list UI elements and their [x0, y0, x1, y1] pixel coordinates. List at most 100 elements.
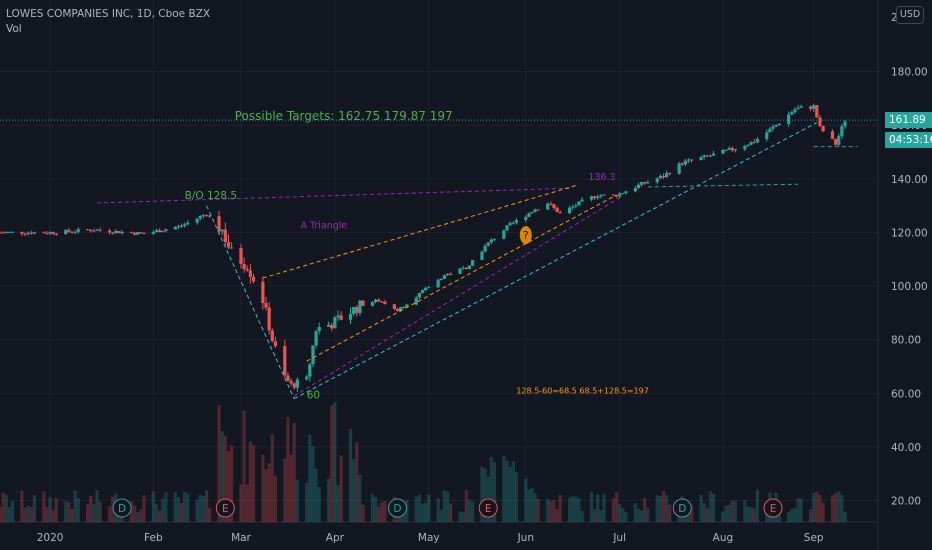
volume-bar [530, 488, 534, 522]
volume-bar [48, 497, 52, 522]
candle-body [755, 139, 759, 143]
currency-button[interactable]: USD [896, 6, 924, 24]
candle-body [661, 175, 666, 178]
volume-bar [574, 496, 578, 522]
candle-body [821, 126, 825, 132]
candle-body [445, 273, 450, 276]
volume-bar [834, 492, 838, 522]
volume-bar [508, 466, 512, 522]
volume-bar [483, 468, 487, 522]
volume-bar [339, 455, 343, 522]
volume-bar [533, 493, 537, 522]
candle-body [158, 230, 162, 233]
volume-bar [195, 499, 199, 522]
candle-body [470, 260, 475, 266]
volume-bar [292, 422, 296, 522]
chart-annotation: A Triangle [300, 220, 347, 231]
x-tick-label: May [418, 532, 440, 544]
candle-body [308, 364, 312, 377]
volume-bar [799, 498, 803, 522]
volume-bar [558, 494, 562, 522]
candle-body [536, 209, 540, 211]
volume-bar [414, 496, 418, 522]
candle-body [593, 196, 597, 199]
volume-bar [64, 501, 68, 522]
volume-bar [458, 511, 462, 522]
volume-bar [749, 507, 753, 522]
x-tick-label: Jul [612, 532, 626, 544]
candle-body [815, 105, 819, 118]
candle-body [574, 205, 578, 207]
candle-body [743, 146, 747, 150]
candle-body [724, 149, 728, 151]
candle-body [705, 155, 709, 157]
volume-bar [514, 472, 518, 522]
candle-body [398, 307, 403, 312]
volume-bar [464, 490, 468, 522]
volume-bar [29, 506, 33, 522]
candle-body [4, 232, 8, 234]
volume-bar [217, 405, 221, 522]
candle-body [26, 232, 30, 234]
candle-body [267, 307, 271, 331]
y-tick-label: 20.00 [891, 496, 921, 508]
volume-bar [755, 490, 759, 522]
volume-bar [352, 459, 356, 522]
candle-body [771, 126, 775, 129]
candle-body [633, 188, 637, 192]
candle-body [98, 229, 102, 231]
candle-body [223, 229, 227, 243]
volume-bar [370, 494, 375, 522]
last-price-label: 161.89 [885, 112, 932, 128]
volume-bar [658, 495, 662, 522]
candle-body [511, 222, 515, 224]
candle-body [461, 267, 465, 269]
candle-body [483, 245, 487, 252]
volume-bar [589, 491, 594, 522]
volume-bar [201, 496, 206, 522]
candle-body [380, 301, 384, 303]
y-tick-label: 40.00 [891, 442, 921, 454]
volume-bar [380, 502, 384, 522]
candle-body [618, 193, 622, 197]
volume-bar [289, 454, 293, 522]
volume-bar [733, 501, 738, 522]
volume-bar [355, 442, 359, 522]
volume-bar [251, 445, 256, 522]
x-tick-label: Jun [517, 532, 534, 544]
candle-body [489, 239, 493, 243]
volume-bar [7, 506, 11, 522]
volume-bar [621, 508, 625, 522]
candle-body [154, 230, 159, 232]
chart-annotation: Possible Targets: 162.75 179.87 197 [235, 109, 453, 123]
volume-bar [815, 491, 819, 522]
candle-body [86, 229, 90, 231]
volume-bar [245, 484, 249, 522]
event-marker [672, 498, 692, 518]
volume-bar [699, 494, 703, 522]
candle-body [76, 229, 80, 232]
volume-bar [492, 462, 497, 522]
volume-bar [618, 504, 622, 522]
volume-bar [436, 498, 440, 522]
candle-body [198, 216, 202, 219]
volume-bar [711, 493, 716, 522]
candle-body [646, 182, 650, 184]
candle-body [680, 163, 684, 165]
candle-body [602, 194, 606, 196]
volume-bar [639, 510, 644, 522]
volume-bar [787, 511, 791, 522]
candle-body [636, 184, 641, 189]
volume-bar [358, 474, 362, 522]
candle-body [270, 330, 274, 342]
volume-bar [602, 494, 606, 522]
candle-body [361, 300, 365, 306]
candle-body [67, 229, 71, 232]
candle-body [514, 220, 518, 223]
volume-bar [198, 494, 202, 522]
candle-body [358, 300, 362, 313]
x-tick-label: Mar [231, 532, 251, 544]
volume-bar [793, 507, 797, 522]
candle-body [373, 299, 378, 303]
